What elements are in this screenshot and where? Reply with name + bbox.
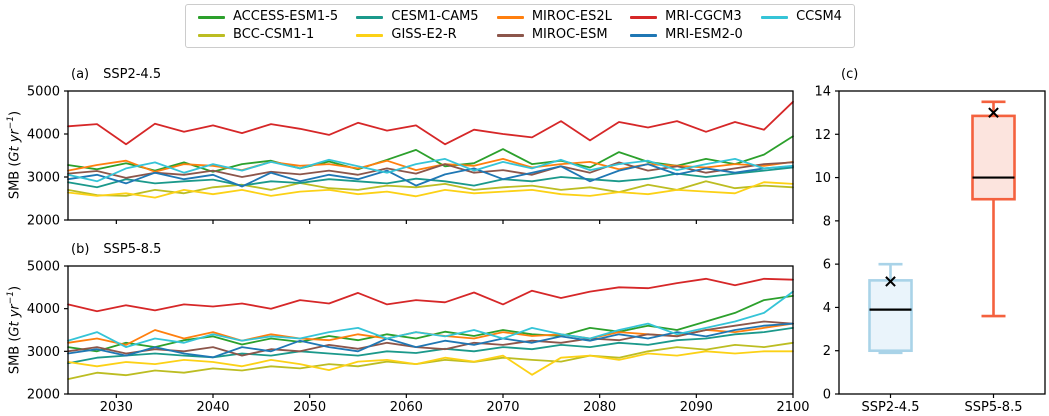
y-tick-label: 0	[823, 388, 831, 403]
legend-item-label: MIROC-ESM	[531, 27, 608, 42]
legend-item-label: MRI-CGCM3	[665, 9, 742, 24]
legend-item-label: MRI-ESM2-0	[665, 27, 743, 42]
y-tick-label: 4000	[27, 302, 60, 317]
series-CCSM4	[67, 157, 794, 183]
y-tick-label: 6	[823, 258, 831, 273]
series-BCC-CSM1-1	[67, 180, 794, 197]
y-tick-label: 4000	[27, 128, 60, 143]
x-category-label: SSP5-8.5	[965, 400, 1023, 415]
x-tick-label: 2090	[680, 400, 713, 415]
series-MIROC-ESM	[67, 161, 794, 179]
x-tick-label: 2050	[293, 400, 326, 415]
y-tick-label: 5000	[27, 85, 60, 100]
panel-a-title: (a) SSP2-4.5	[71, 67, 161, 82]
series-MRI-CGCM3	[67, 100, 794, 146]
x-tick-label: 2100	[776, 400, 809, 415]
legend-item-label: BCC-CSM1-1	[233, 27, 315, 42]
panel-b-scenario: SSP5-8.5	[103, 242, 162, 257]
legend-line-swatch	[761, 15, 789, 19]
panel-b: 2000 3000 4000 5000 2030 2040 2050 2060 2070 2080…	[27, 260, 810, 416]
y-tick-label: 5000	[27, 260, 60, 275]
legend-item-label: MIROC-ES2L	[531, 9, 612, 24]
legend-item: MIROC-ES2L	[496, 8, 612, 26]
plot-border	[67, 90, 794, 221]
legend-line-swatch	[630, 15, 658, 19]
plot-border	[67, 265, 794, 395]
series-CESM1-CAM5	[67, 326, 794, 365]
legend-item-label: GISS-E2-R	[391, 27, 457, 42]
legend-line-swatch	[198, 15, 225, 19]
legend-line-swatch	[356, 15, 384, 19]
panel-a-tag: (a)	[71, 67, 90, 82]
series-BCC-CSM1-1	[67, 341, 794, 381]
legend-item: MRI-ESM2-0	[630, 26, 743, 44]
y-tick-label: 10	[814, 171, 831, 186]
legend-line-swatch	[198, 33, 225, 37]
y-tick-label: 14	[814, 85, 831, 100]
x-category-label: SSP2-4.5	[862, 400, 920, 415]
x-tick-label: 2070	[486, 400, 519, 415]
legend: ACCESS-ESM1-5 BCC-CSM1-1 CESM1-CAM5 GISS-E2…	[185, 4, 855, 48]
box-SSP5-8.5	[971, 114, 1016, 201]
mean-marker	[988, 107, 999, 118]
legend-item: MIROC-ESM	[496, 26, 612, 44]
legend-item: GISS-E2-R	[356, 26, 478, 44]
y-tick-label: 12	[814, 128, 831, 143]
series-MIROC-ES2L	[67, 157, 794, 173]
legend-line-swatch	[630, 33, 658, 37]
legend-item-label: CESM1-CAM5	[391, 9, 479, 24]
series-MRI-CGCM3	[67, 277, 794, 313]
legend-line-swatch	[496, 15, 524, 19]
legend-item: MRI-CGCM3	[630, 8, 743, 26]
legend-item: BCC-CSM1-1	[198, 26, 338, 44]
panel-a: 2000 3000 4000 5000	[27, 85, 794, 229]
legend-item: CCSM4	[761, 8, 842, 26]
y-tick-label: 2000	[27, 214, 60, 229]
y-tick-label: 8	[823, 214, 831, 229]
x-tick-label: 2030	[100, 400, 133, 415]
mean-marker	[885, 276, 896, 287]
panel-c: 0 2 4 6 8 10 12 14 SSP2-4.5 SSP5-8.5	[814, 85, 1046, 415]
legend-item: CESM1-CAM5	[356, 8, 479, 26]
series-GISS-E2-R	[67, 350, 794, 376]
y-tick-label: 3000	[27, 345, 60, 360]
plot-border	[838, 90, 1046, 395]
x-tick-label: 2080	[583, 400, 616, 415]
panel-a-scenario: SSP2-4.5	[103, 67, 162, 82]
y-tick-label: 2000	[27, 388, 60, 403]
y-tick-label: 4	[823, 301, 831, 316]
box-SSP2-4.5	[868, 279, 913, 353]
legend-item-label: CCSM4	[796, 9, 842, 24]
x-tick-label: 2040	[196, 400, 229, 415]
y-tick-label: 2	[823, 344, 831, 359]
series-GISS-E2-R	[67, 181, 794, 199]
series-CCSM4	[67, 290, 794, 349]
series-MRI-ESM2-0	[67, 163, 794, 188]
legend-line-swatch	[356, 33, 384, 37]
panel-b-title: (b) SSP5-8.5	[71, 242, 161, 257]
panel-b-tag: (b)	[71, 242, 90, 257]
panel-c-title: (c)	[841, 67, 858, 82]
legend-item: ACCESS-ESM1-5	[198, 8, 338, 26]
legend-item-label: ACCESS-ESM1-5	[233, 9, 339, 24]
panel-c-tag: (c)	[841, 67, 859, 82]
legend-line-swatch	[496, 33, 524, 37]
series-MIROC-ESM	[67, 320, 794, 357]
x-tick-label: 2060	[390, 400, 423, 415]
y-tick-label: 3000	[27, 171, 60, 186]
